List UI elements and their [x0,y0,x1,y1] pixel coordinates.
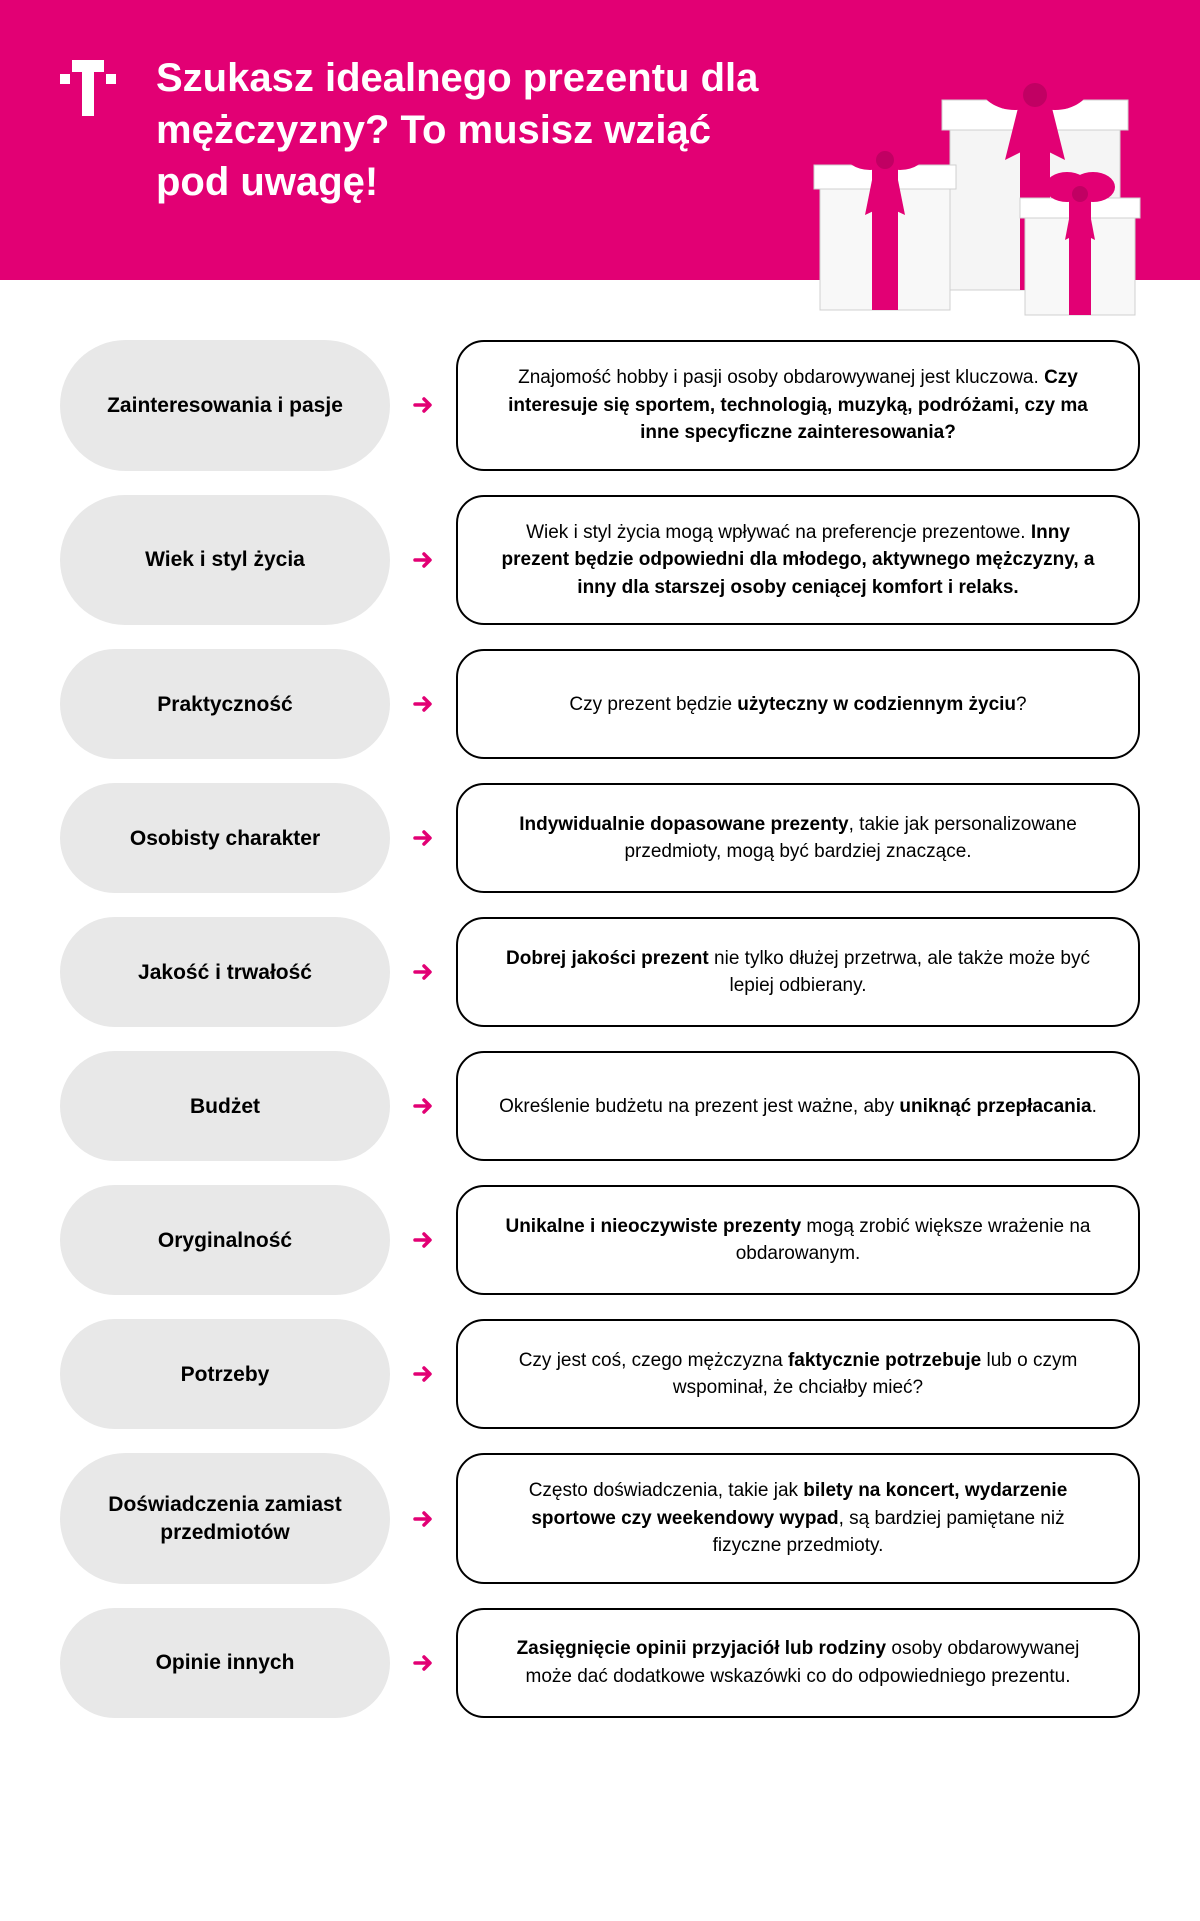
list-item: Praktyczność Czy prezent będzie użyteczny… [60,649,1140,759]
list-item: Doświadczenia zamiast przedmiotów Często … [60,1453,1140,1584]
category-pill: Oryginalność [60,1185,390,1295]
category-pill: Potrzeby [60,1319,390,1429]
category-label: Praktyczność [157,691,292,718]
description-text: Dobrej jakości prezent nie tylko dłużej … [498,945,1098,1000]
list-item: Jakość i trwałość Dobrej jakości prezent … [60,917,1140,1027]
description-box: Zasięgnięcie opinii przyjaciół lub rodzi… [456,1608,1140,1718]
category-label: Zainteresowania i pasje [107,392,343,419]
category-pill: Budżet [60,1051,390,1161]
description-box: Czy jest coś, czego mężczyzna faktycznie… [456,1319,1140,1429]
description-text: Czy jest coś, czego mężczyzna faktycznie… [498,1347,1098,1402]
arrow-right-icon [408,1185,438,1295]
description-box: Dobrej jakości prezent nie tylko dłużej … [456,917,1140,1027]
description-text: Zasięgnięcie opinii przyjaciół lub rodzi… [498,1635,1098,1690]
category-pill: Praktyczność [60,649,390,759]
category-pill: Zainteresowania i pasje [60,340,390,471]
content: Zainteresowania i pasje Znajomość hobby i… [0,280,1200,1782]
list-item: Budżet Określenie budżetu na prezent jest… [60,1051,1140,1161]
tmobile-logo [60,60,116,129]
list-item: Opinie innych Zasięgnięcie opinii przyjac… [60,1608,1140,1718]
header: Szukasz idealnego prezentu dla mężczyzny… [0,0,1200,280]
description-box: Znajomość hobby i pasji osoby obdarowywa… [456,340,1140,471]
category-pill: Wiek i styl życia [60,495,390,626]
description-text: Określenie budżetu na prezent jest ważne… [499,1093,1097,1121]
category-label: Doświadczenia zamiast przedmiotów [90,1491,360,1546]
arrow-right-icon [408,495,438,626]
description-box: Unikalne i nieoczywiste prezenty mogą zr… [456,1185,1140,1295]
description-box: Często doświadczenia, takie jak bilety n… [456,1453,1140,1584]
arrow-right-icon [408,783,438,893]
description-box: Czy prezent będzie użyteczny w codzienny… [456,649,1140,759]
description-text: Indywidualnie dopasowane prezenty, takie… [498,811,1098,866]
arrow-right-icon [408,1051,438,1161]
category-label: Oryginalność [158,1227,292,1254]
category-label: Budżet [190,1093,260,1120]
description-box: Wiek i styl życia mogą wpływać na prefer… [456,495,1140,626]
category-pill: Doświadczenia zamiast przedmiotów [60,1453,390,1584]
arrow-right-icon [408,1319,438,1429]
category-pill: Jakość i trwałość [60,917,390,1027]
arrow-right-icon [408,917,438,1027]
category-pill: Osobisty charakter [60,783,390,893]
list-item: Wiek i styl życia Wiek i styl życia mogą … [60,495,1140,626]
category-label: Osobisty charakter [130,825,320,852]
description-text: Znajomość hobby i pasji osoby obdarowywa… [498,364,1098,447]
list-item: Potrzeby Czy jest coś, czego mężczyzna fa… [60,1319,1140,1429]
description-text: Czy prezent będzie użyteczny w codzienny… [569,691,1026,719]
arrow-right-icon [408,340,438,471]
arrow-right-icon [408,1453,438,1584]
description-box: Określenie budżetu na prezent jest ważne… [456,1051,1140,1161]
category-label: Jakość i trwałość [138,959,312,986]
gift-boxes-illustration [790,20,1170,320]
category-label: Potrzeby [181,1361,270,1388]
arrow-right-icon [408,1608,438,1718]
category-pill: Opinie innych [60,1608,390,1718]
list-item: Osobisty charakter Indywidualnie dopasowa… [60,783,1140,893]
category-label: Opinie innych [156,1649,295,1676]
list-item: Oryginalność Unikalne i nieoczywiste prez… [60,1185,1140,1295]
description-text: Wiek i styl życia mogą wpływać na prefer… [498,519,1098,602]
arrow-right-icon [408,649,438,759]
list-item: Zainteresowania i pasje Znajomość hobby i… [60,340,1140,471]
category-label: Wiek i styl życia [145,546,305,573]
description-box: Indywidualnie dopasowane prezenty, takie… [456,783,1140,893]
description-text: Często doświadczenia, takie jak bilety n… [498,1477,1098,1560]
page-title: Szukasz idealnego prezentu dla mężczyzny… [156,52,776,208]
description-text: Unikalne i nieoczywiste prezenty mogą zr… [498,1213,1098,1268]
